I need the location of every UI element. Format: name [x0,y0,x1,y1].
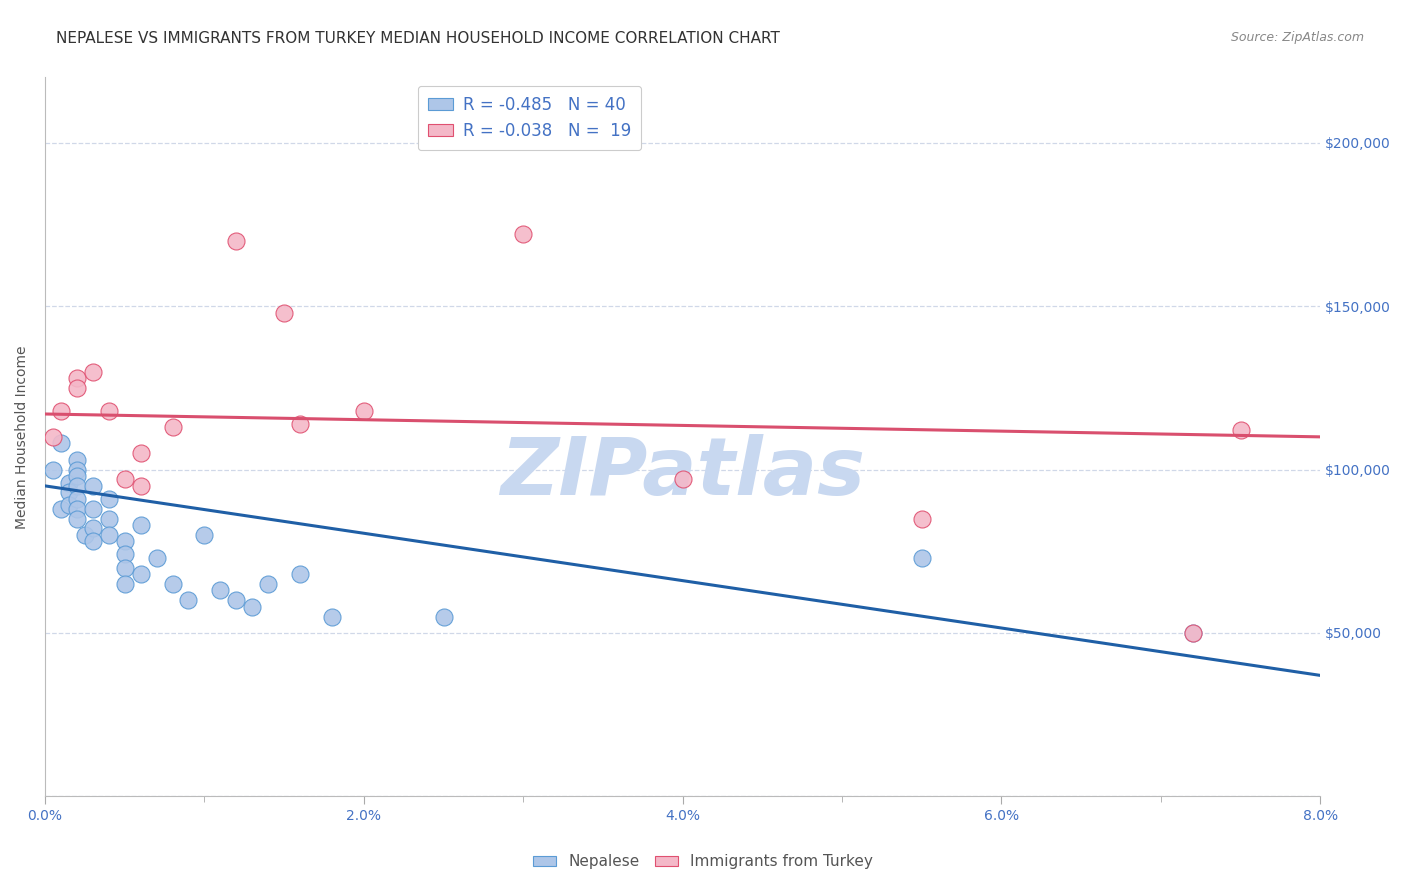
Point [66,371,89,385]
Point [225,234,247,248]
Point [273,306,295,320]
Y-axis label: Median Household Income: Median Household Income [15,345,30,529]
Text: Source: ZipAtlas.com: Source: ZipAtlas.com [1230,31,1364,45]
Point [288,567,311,582]
Point [97,403,120,417]
Point [911,511,934,525]
Point [911,550,934,565]
Point [73,528,96,542]
Text: NEPALESE VS IMMIGRANTS FROM TURKEY MEDIAN HOUSEHOLD INCOME CORRELATION CHART: NEPALESE VS IMMIGRANTS FROM TURKEY MEDIA… [56,31,780,46]
Point [49,436,72,450]
Point [114,577,136,591]
Point [162,577,184,591]
Point [97,528,120,542]
Point [114,548,136,562]
Point [82,521,104,535]
Point [58,485,80,500]
Point [145,550,167,565]
Point [66,462,89,476]
Point [672,472,695,486]
Point [66,501,89,516]
Point [512,227,534,242]
Point [66,511,89,525]
Point [82,501,104,516]
Point [177,593,200,607]
Point [42,430,65,444]
Point [114,560,136,574]
Point [288,417,311,431]
Point [114,534,136,549]
Point [66,491,89,506]
Point [49,403,72,417]
Point [66,381,89,395]
Point [97,491,120,506]
Point [1181,626,1204,640]
Point [82,534,104,549]
Point [129,518,152,533]
Point [58,475,80,490]
Point [321,609,343,624]
Point [129,446,152,460]
Point [114,472,136,486]
Point [240,599,263,614]
Point [97,511,120,525]
Point [66,479,89,493]
Point [1181,626,1204,640]
Point [58,499,80,513]
Point [257,577,280,591]
Point [66,469,89,483]
Point [129,479,152,493]
Point [162,420,184,434]
Point [1229,423,1251,437]
Point [42,462,65,476]
Point [432,609,454,624]
Point [225,593,247,607]
Point [49,501,72,516]
Point [66,452,89,467]
Legend: Nepalese, Immigrants from Turkey: Nepalese, Immigrants from Turkey [527,848,879,875]
Point [209,583,232,598]
Point [129,567,152,582]
Point [353,403,375,417]
Point [82,364,104,378]
Point [82,479,104,493]
Point [193,528,215,542]
Text: ZIPatlas: ZIPatlas [501,434,865,512]
Legend: R = -0.485   N = 40, R = -0.038   N =  19: R = -0.485 N = 40, R = -0.038 N = 19 [418,86,641,150]
